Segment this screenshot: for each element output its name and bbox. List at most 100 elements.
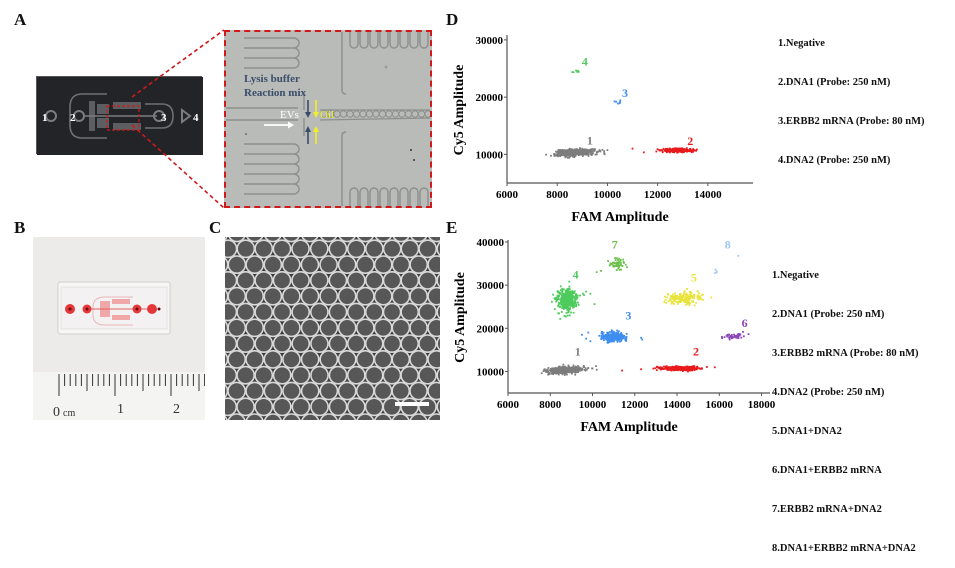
data-point bbox=[675, 368, 678, 371]
data-point bbox=[690, 151, 693, 154]
data-point bbox=[619, 259, 622, 261]
data-point bbox=[561, 293, 564, 296]
data-point bbox=[687, 298, 690, 301]
data-point bbox=[571, 290, 574, 293]
data-point bbox=[618, 260, 621, 263]
data-point bbox=[552, 371, 555, 374]
data-point bbox=[747, 333, 750, 335]
data-point bbox=[585, 290, 588, 293]
data-point bbox=[559, 154, 562, 157]
data-point bbox=[667, 368, 670, 370]
data-point bbox=[578, 369, 581, 372]
data-point bbox=[576, 151, 579, 154]
data-point bbox=[569, 296, 572, 299]
port-label: 1 bbox=[42, 112, 48, 124]
data-point bbox=[569, 290, 572, 293]
data-point bbox=[540, 372, 543, 375]
data-point bbox=[572, 305, 575, 308]
y-tick-label: 30000 bbox=[477, 280, 505, 292]
data-point bbox=[581, 155, 584, 157]
data-point bbox=[548, 369, 551, 372]
data-point bbox=[615, 265, 618, 267]
x-tick-label: 14000 bbox=[694, 189, 722, 201]
panel-label-a: A bbox=[14, 10, 27, 29]
data-point bbox=[591, 151, 594, 154]
legend-item: 4.DNA2 (Probe: 250 nM) bbox=[778, 155, 891, 166]
data-point bbox=[555, 296, 558, 299]
data-point bbox=[577, 149, 580, 152]
data-point bbox=[669, 297, 672, 300]
data-point bbox=[691, 367, 694, 370]
data-point bbox=[586, 368, 588, 371]
data-point bbox=[685, 294, 688, 297]
scatter-chart-e: 6000 8000 10000 12000 14000 16000 18000 10000 20… bbox=[453, 237, 776, 435]
data-point bbox=[567, 364, 570, 367]
data-point bbox=[547, 367, 550, 369]
highlight-region bbox=[106, 105, 140, 131]
data-point bbox=[616, 261, 618, 264]
data-point bbox=[702, 298, 704, 301]
data-point bbox=[714, 268, 717, 271]
data-point bbox=[617, 335, 620, 338]
data-point bbox=[665, 365, 668, 368]
data-point bbox=[721, 335, 723, 338]
data-point bbox=[677, 369, 680, 372]
data-point bbox=[552, 368, 554, 371]
data-point bbox=[572, 304, 575, 307]
data-point bbox=[564, 152, 566, 155]
data-point bbox=[735, 336, 738, 339]
data-point bbox=[614, 257, 617, 259]
data-point bbox=[544, 369, 546, 372]
data-point bbox=[689, 296, 692, 299]
x-axis-label: FAM Amplitude bbox=[580, 420, 677, 435]
data-point bbox=[669, 299, 672, 302]
data-point bbox=[682, 150, 685, 153]
data-point bbox=[614, 334, 617, 337]
data-point bbox=[587, 331, 590, 334]
y-tick-label: 30000 bbox=[476, 35, 504, 47]
ruler-label-1: 1 bbox=[117, 402, 124, 417]
data-point bbox=[611, 261, 614, 264]
cluster-6 bbox=[721, 330, 750, 341]
cluster-label: 4 bbox=[582, 55, 588, 69]
data-point bbox=[584, 151, 587, 153]
data-point bbox=[556, 299, 558, 302]
data-point bbox=[593, 303, 596, 306]
data-point bbox=[672, 302, 675, 305]
data-point bbox=[570, 304, 573, 307]
data-point bbox=[568, 295, 571, 298]
data-point bbox=[589, 292, 592, 295]
data-point bbox=[695, 367, 698, 370]
data-point bbox=[685, 292, 688, 295]
legend-item: 2.DNA1 (Probe: 250 nM) bbox=[778, 77, 891, 88]
data-point bbox=[568, 303, 571, 306]
data-point bbox=[575, 297, 578, 300]
data-point bbox=[577, 154, 580, 157]
data-point bbox=[570, 367, 572, 369]
data-point bbox=[583, 366, 585, 369]
data-point bbox=[613, 262, 616, 264]
data-point bbox=[666, 296, 668, 299]
data-point bbox=[575, 69, 577, 72]
data-point bbox=[680, 296, 683, 299]
legend-e: 1.Negative 2.DNA1 (Probe: 250 nM) 3.ERBB… bbox=[772, 243, 919, 568]
data-point bbox=[551, 300, 553, 303]
data-point bbox=[691, 365, 694, 368]
data-point bbox=[589, 150, 592, 153]
data-point bbox=[579, 150, 582, 153]
data-point bbox=[570, 149, 573, 152]
data-point bbox=[557, 369, 559, 371]
data-point bbox=[562, 292, 565, 295]
data-point bbox=[562, 369, 565, 371]
data-point bbox=[569, 154, 572, 156]
data-point bbox=[607, 260, 609, 262]
chip-photo: 0 cm 1 2 bbox=[33, 237, 211, 420]
data-point bbox=[557, 154, 559, 156]
data-point bbox=[623, 262, 625, 264]
data-point bbox=[577, 365, 579, 367]
x-tick-label: 18000 bbox=[748, 399, 776, 411]
data-point bbox=[687, 297, 690, 300]
data-point bbox=[578, 150, 581, 152]
data-point bbox=[572, 155, 575, 157]
data-point bbox=[578, 366, 581, 369]
